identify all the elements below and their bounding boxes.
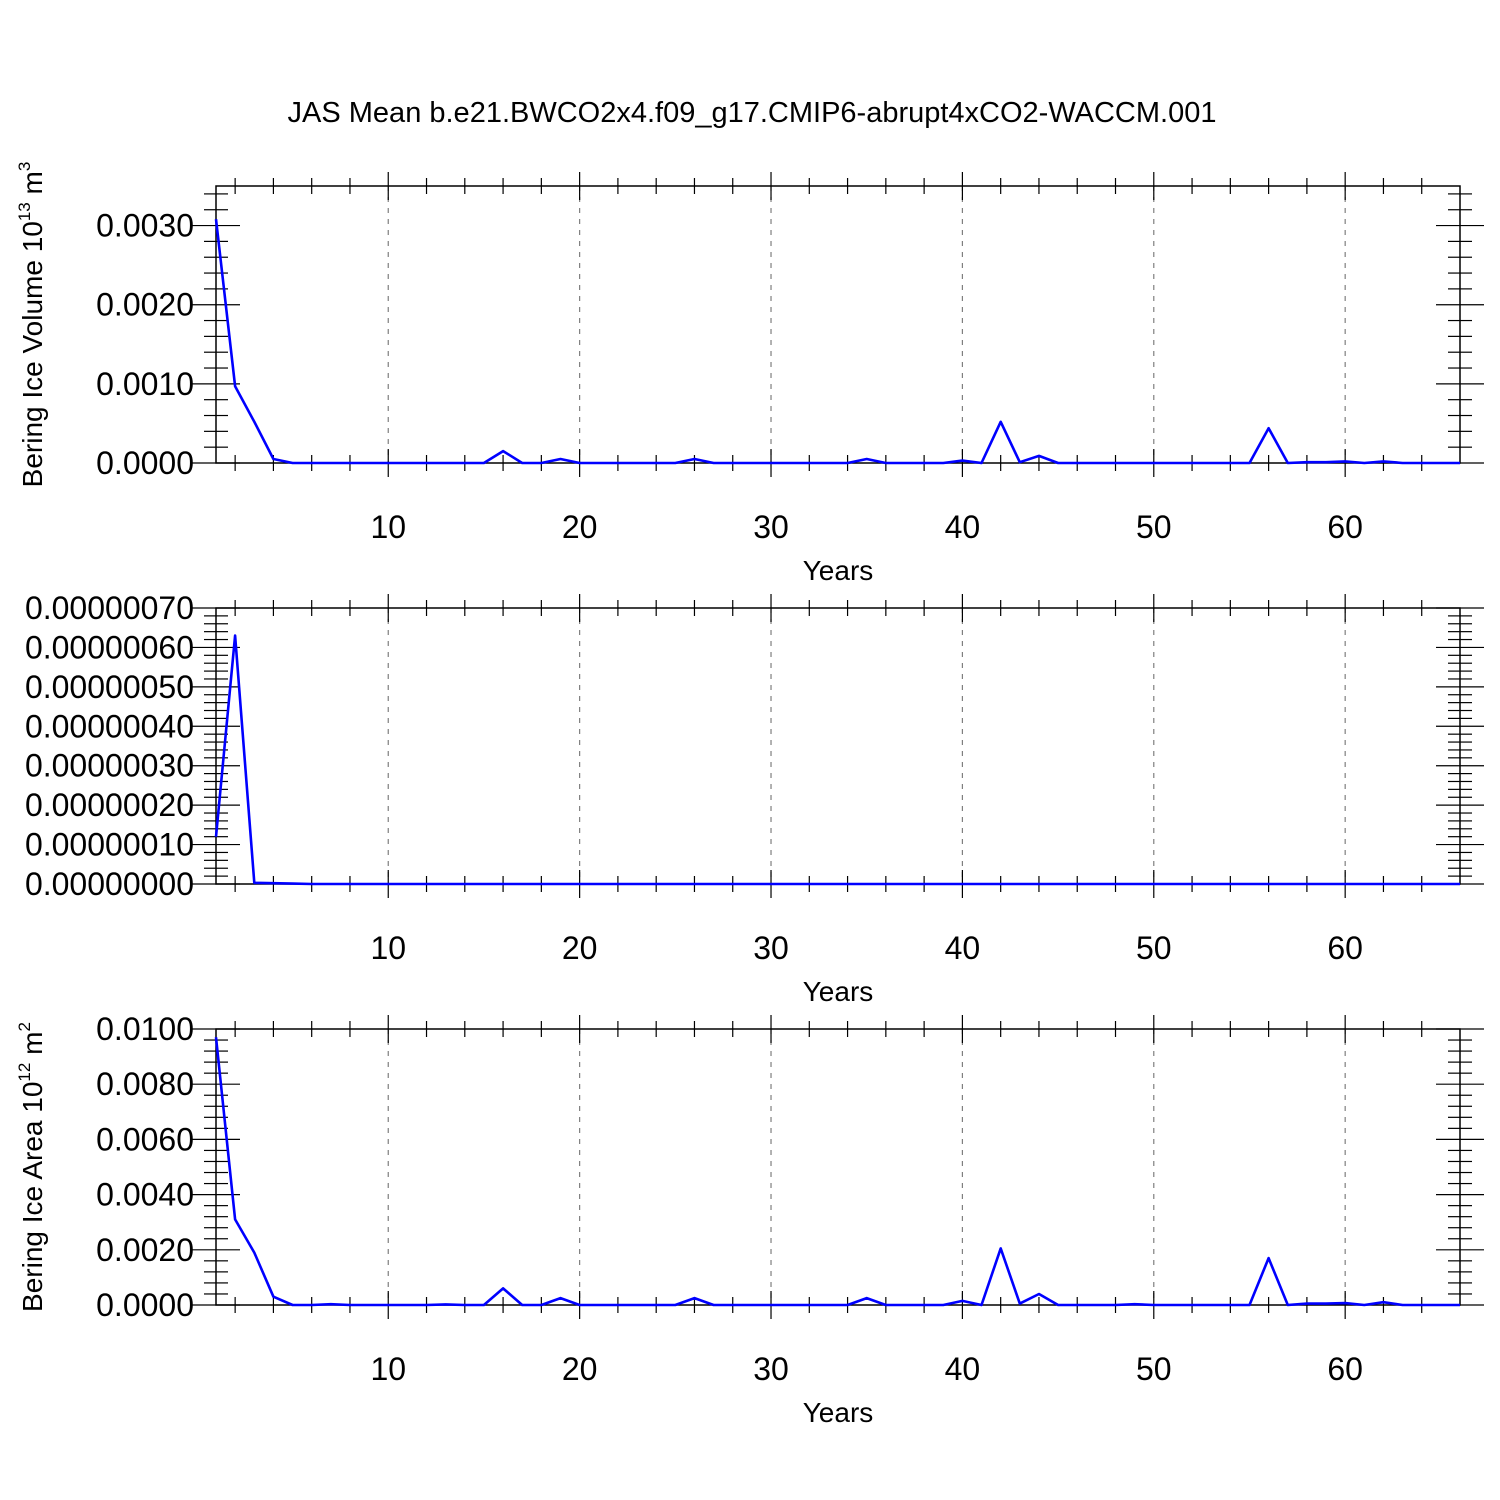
y-axis-label: Bering Ice Volume 1013 m3 — [15, 162, 48, 488]
panel-1: 0.0000 0.0010 0.0020 0.0030 10 20 30 40 50 60 Year… — [15, 162, 1484, 586]
x-tick-label: 10 — [370, 1351, 406, 1387]
y-axis-label-superscript: 12 — [15, 1063, 34, 1082]
series-line — [214, 634, 1460, 886]
y-tick-label: 0.0000 — [96, 1287, 194, 1323]
x-tick-label: 20 — [562, 1351, 598, 1387]
x-tick-label: 30 — [753, 1351, 789, 1387]
y-tick-label: 0.00000000 — [25, 866, 194, 902]
y-tick-label: 0.0040 — [96, 1177, 194, 1213]
y-tick-label: 0.0020 — [96, 287, 194, 323]
x-tick-label: 50 — [1136, 1351, 1172, 1387]
x-tick-label: 50 — [1136, 509, 1172, 545]
x-tick-label: 60 — [1327, 930, 1363, 966]
y-tick-label: 0.0100 — [96, 1011, 194, 1047]
y-tick-label: 0.00000020 — [25, 787, 194, 823]
x-axis-label: Years — [803, 555, 874, 586]
y-tick-label: 0.00000040 — [25, 708, 194, 744]
x-tick-label: 30 — [753, 930, 789, 966]
x-tick-label: 10 — [370, 509, 406, 545]
y-tick-label: 0.0060 — [96, 1121, 194, 1157]
plot-frame — [215, 607, 1461, 885]
x-tick-label: 60 — [1327, 509, 1363, 545]
x-tick-label: 50 — [1136, 930, 1172, 966]
y-axis-label-part: Bering Ice Volume 10 — [17, 221, 48, 487]
chart-title: JAS Mean b.e21.BWCO2x4.f09_g17.CMIP6-abr… — [288, 97, 1217, 129]
y-axis-label-superscript: 13 — [15, 202, 34, 221]
plot-frame — [215, 185, 1461, 464]
x-tick-label: 20 — [562, 509, 598, 545]
y-tick-label: 0.0030 — [96, 208, 194, 244]
y-tick-label: 0.0010 — [96, 366, 194, 402]
y-axis-label: Bering Ice Area 1012 m2 — [15, 1022, 48, 1312]
y-tick-label: 0.0020 — [96, 1232, 194, 1268]
x-tick-label: 40 — [945, 930, 981, 966]
y-tick-label: 0.00000070 — [25, 590, 194, 626]
y-tick-label: 0.00000060 — [25, 629, 194, 665]
y-axis-label-part: m — [17, 1032, 48, 1063]
x-tick-label: 60 — [1327, 1351, 1363, 1387]
y-axis-label-part: m — [17, 171, 48, 202]
y-tick-label: 0.00000050 — [25, 669, 194, 705]
x-tick-label: 10 — [370, 930, 406, 966]
y-axis-label-superscript: 2 — [15, 1022, 34, 1031]
y-axis-label-superscript: 3 — [15, 162, 34, 171]
y-tick-label: 0.00000010 — [25, 827, 194, 863]
series-line — [214, 219, 1460, 465]
plot-frame — [215, 1028, 1461, 1306]
x-axis-label: Years — [803, 976, 874, 1007]
x-tick-label: 40 — [945, 509, 981, 545]
x-axis-label: Years — [803, 1397, 874, 1428]
y-tick-label: 0.0000 — [96, 445, 194, 481]
x-tick-label: 40 — [945, 1351, 981, 1387]
chart-panels: 0.0000 0.0010 0.0020 0.0030 10 20 30 40 50 60 Year… — [15, 162, 1484, 1428]
y-tick-label: 0.0080 — [96, 1066, 194, 1102]
panel-3: 0.0000 0.0020 0.0040 0.0060 0.0080 0.0100 10 20… — [15, 1011, 1484, 1428]
y-axis-label-part: Bering Ice Area 10 — [17, 1082, 48, 1312]
x-tick-label: 20 — [562, 930, 598, 966]
y-tick-label: 0.00000030 — [25, 748, 194, 784]
series-line — [214, 1037, 1460, 1307]
x-tick-label: 30 — [753, 509, 789, 545]
